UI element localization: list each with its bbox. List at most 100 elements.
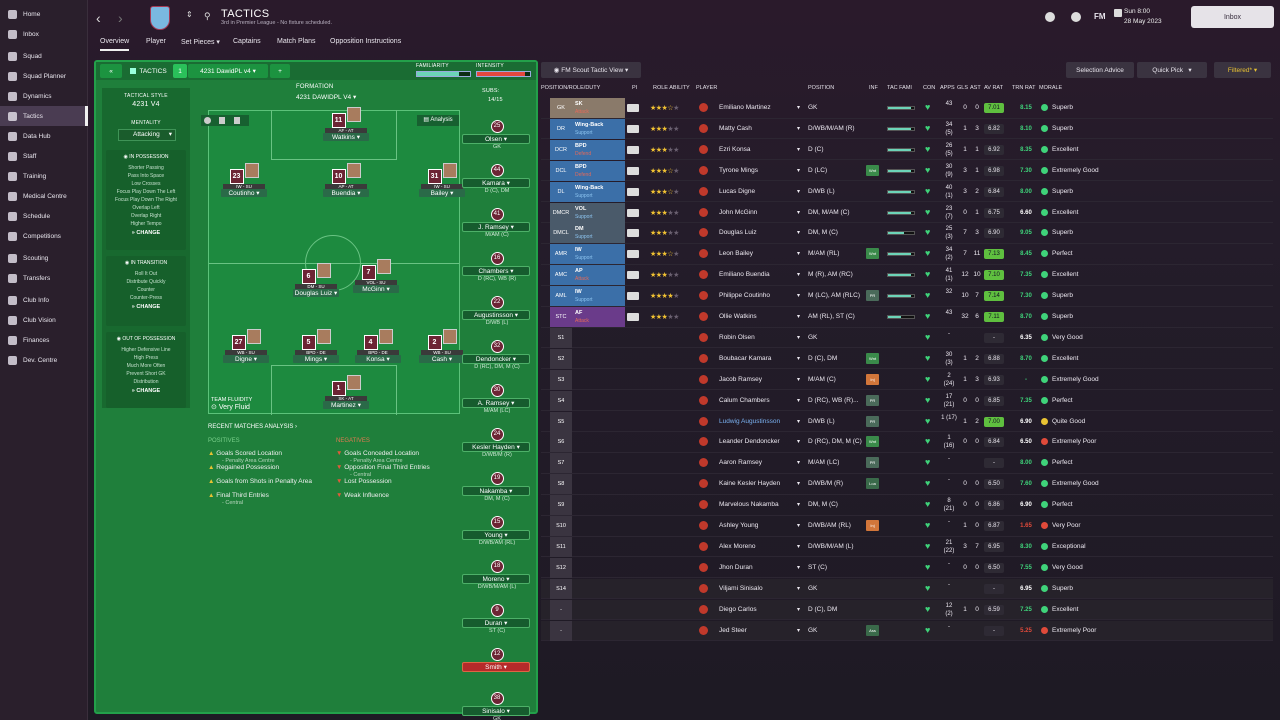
- chevron-down-icon[interactable]: ▾: [797, 523, 801, 529]
- sidebar-item-transfers[interactable]: Transfers: [0, 268, 88, 288]
- pitch-player[interactable]: 27 WB - SU Digne ▾: [221, 329, 271, 363]
- position-slot[interactable]: S14: [550, 578, 572, 599]
- negative-item[interactable]: ▼ Lost Possession: [336, 478, 392, 485]
- player-instructions-icon[interactable]: [627, 145, 639, 154]
- positive-item[interactable]: ▲ Final Third Entries: [208, 492, 269, 499]
- positive-item[interactable]: ▲ Goals Scored Location: [208, 450, 282, 457]
- player-instructions-icon[interactable]: [627, 104, 639, 112]
- table-row[interactable]: DMCR VOL Support ★★★★★ John McGinn ▾ DM, M/AM …: [541, 202, 1273, 223]
- substitute[interactable]: 12 Smith ▾: [462, 642, 532, 672]
- forward-icon[interactable]: ›: [118, 10, 123, 26]
- position-slot[interactable]: S7: [550, 453, 572, 474]
- in-transition-block[interactable]: ◉ IN TRANSITION Roll It Out Distribute Qui…: [106, 256, 186, 326]
- negative-item[interactable]: ▼ Goals Conceded Location: [336, 450, 419, 457]
- substitute[interactable]: 18 Moreno ▾ D/WB/M/AM (L): [462, 554, 532, 590]
- info-badge[interactable]: Ass: [866, 624, 879, 636]
- chevron-down-icon[interactable]: ▾: [797, 230, 801, 237]
- player-name[interactable]: Kaine Kesler Hayden: [719, 480, 781, 488]
- player-name[interactable]: Leander Dendoncker: [719, 438, 780, 446]
- player-name[interactable]: Robin Olsen: [719, 333, 755, 341]
- substitute[interactable]: 24 Kesler Hayden ▾ D/WB/M (R): [462, 422, 532, 458]
- column-header[interactable]: PI: [632, 85, 638, 91]
- position-slot[interactable]: STC: [550, 307, 572, 327]
- role-duty[interactable]: SK Attack: [572, 98, 625, 118]
- column-header[interactable]: MORALE: [1039, 85, 1063, 91]
- fm-logo[interactable]: FM: [1094, 12, 1106, 21]
- chevron-down-icon[interactable]: ▾: [797, 439, 801, 446]
- table-row[interactable]: DCL BPD Defend ★★★☆★ Tyrone Mings ▾ D (LC) Wnt ♥…: [541, 160, 1273, 182]
- player-instructions-icon[interactable]: [627, 166, 639, 175]
- pitch-player[interactable]: 31 IW - SU Bailey ▾: [417, 163, 467, 197]
- position-slot[interactable]: DCL: [550, 160, 572, 181]
- table-row[interactable]: DMCL DM Support ★★★★★ Douglas Luiz ▾ DM, M (C)…: [541, 223, 1273, 244]
- column-header[interactable]: CON: [923, 85, 936, 91]
- tab-overview[interactable]: Overview: [100, 38, 130, 51]
- player-name[interactable]: Douglas Luiz: [719, 229, 757, 237]
- view-dropdown[interactable]: ◉ FM Scout Tactic View ▾: [541, 62, 641, 78]
- chevron-down-icon[interactable]: ▾: [797, 627, 801, 634]
- analysis-button[interactable]: ▤ Analysis: [417, 115, 459, 126]
- tab-opposition-instructions[interactable]: Opposition Instructions: [330, 38, 402, 45]
- club-crest[interactable]: [150, 6, 170, 30]
- in-possession-block[interactable]: ◉ IN POSSESSION Shorter Passing Pass Into …: [106, 150, 186, 250]
- pitch-player[interactable]: 6 DM - SU Douglas Luiz ▾: [291, 263, 341, 297]
- table-row[interactable]: DCR BPD Defend ★★★★★ Ezri Konsa ▾ D (C) ♥ 26 (5)…: [541, 139, 1273, 161]
- player-name[interactable]: Viljami Sinisalo: [719, 584, 763, 592]
- tab-set-pieces[interactable]: Set Pieces ▾: [181, 38, 220, 46]
- help-icon[interactable]: [1071, 12, 1081, 22]
- player-name[interactable]: Emiliano Buendia: [719, 271, 770, 279]
- position-slot[interactable]: S8: [550, 474, 572, 495]
- chevron-down-icon[interactable]: ▾: [797, 105, 801, 111]
- pitch-player[interactable]: 1 SK - AT Martinez ▾: [321, 375, 371, 409]
- column-header[interactable]: INF: [869, 85, 878, 91]
- sidebar-item-club-vision[interactable]: Club Vision: [0, 310, 88, 330]
- role-duty[interactable]: Wing-Back Support: [572, 118, 625, 139]
- chevron-down-icon[interactable]: ▾: [797, 543, 801, 550]
- chevron-down-icon[interactable]: ▾: [797, 460, 801, 467]
- table-row[interactable]: AML IW Support ★★★★★ Philippe Coutinho ▾ M (LC…: [541, 286, 1273, 307]
- sidebar-item-scouting[interactable]: Scouting: [0, 248, 88, 268]
- sidebar-item-finances[interactable]: Finances: [0, 330, 88, 350]
- table-row[interactable]: S10 Ashley Young ▾ D/WB/AM (RL) Inj ♥ - 1 0 6.87 1…: [541, 516, 1273, 537]
- sidebar-item-dev-centre[interactable]: Dev. Centre: [0, 350, 88, 370]
- sidebar-item-data-hub[interactable]: Data Hub: [0, 126, 88, 146]
- chevron-down-icon[interactable]: ▾: [797, 334, 801, 341]
- player-instructions-icon[interactable]: [627, 187, 639, 196]
- negative-item[interactable]: ▼ Opposition Final Third Entries: [336, 464, 430, 471]
- role-duty[interactable]: IW Support: [572, 244, 625, 265]
- pitch-player[interactable]: 2 WB - SU Cash ▾: [417, 329, 467, 363]
- info-badge[interactable]: PR: [866, 394, 879, 406]
- player-name[interactable]: Ashley Young: [719, 522, 759, 529]
- table-row[interactable]: S7 Aaron Ramsey ▾ M/AM (LC) PR ♥ - - 8.00 Perfect: [541, 453, 1273, 474]
- substitute[interactable]: 41 J. Ramsey ▾ M/AM (C): [462, 202, 532, 238]
- position-slot[interactable]: S5: [550, 411, 572, 432]
- out-possession-block[interactable]: ◉ OUT OF POSSESSION Higher Defensive Line…: [106, 332, 186, 408]
- role-duty[interactable]: IW Support: [572, 286, 625, 307]
- table-row[interactable]: AMC AP Attack ★★★★★ Emiliano Buendia ▾ M (R), …: [541, 265, 1273, 286]
- player-name[interactable]: Marvelous Nakamba: [719, 501, 779, 509]
- pitch-player[interactable]: 7 VOL - SU McGinn ▾: [351, 259, 401, 293]
- position-slot[interactable]: DCR: [550, 139, 572, 160]
- info-badge[interactable]: Inj: [866, 520, 879, 531]
- info-badge[interactable]: Wnt: [866, 164, 879, 176]
- chevron-down-icon[interactable]: ▾: [797, 314, 801, 320]
- position-slot[interactable]: DL: [550, 181, 572, 202]
- chevron-down-icon[interactable]: ▾: [797, 606, 801, 613]
- player-name[interactable]: Ludwig Augustinsson: [719, 417, 781, 425]
- collapse-button[interactable]: «: [100, 64, 122, 78]
- formation-dropdown[interactable]: 4231 DAWIDPL V4 ▾: [296, 93, 356, 101]
- role-duty[interactable]: AP Attack: [572, 265, 625, 286]
- player-name[interactable]: Aaron Ramsey: [719, 459, 762, 467]
- player-instructions-icon[interactable]: [627, 229, 639, 238]
- player-name[interactable]: Ollie Watkins: [719, 313, 757, 320]
- filter-dropdown[interactable]: Filtered* ▾: [1214, 62, 1271, 78]
- sidebar-item-squad-planner[interactable]: Squad Planner: [0, 66, 88, 86]
- substitute[interactable]: 25 Olsen ▾ GK: [462, 114, 532, 150]
- sidebar-item-medical-centre[interactable]: Medical Centre: [0, 186, 88, 206]
- table-row[interactable]: DL Wing-Back Support ★★★☆★ Lucas Digne ▾ D/WB …: [541, 181, 1273, 203]
- role-duty[interactable]: BPD Defend: [572, 160, 625, 181]
- column-header[interactable]: PLAYER: [696, 85, 718, 91]
- substitute[interactable]: 15 Young ▾ D/WB/AM (RL): [462, 510, 532, 546]
- position-slot[interactable]: GK: [550, 98, 572, 118]
- chevron-down-icon[interactable]: ▾: [797, 418, 801, 425]
